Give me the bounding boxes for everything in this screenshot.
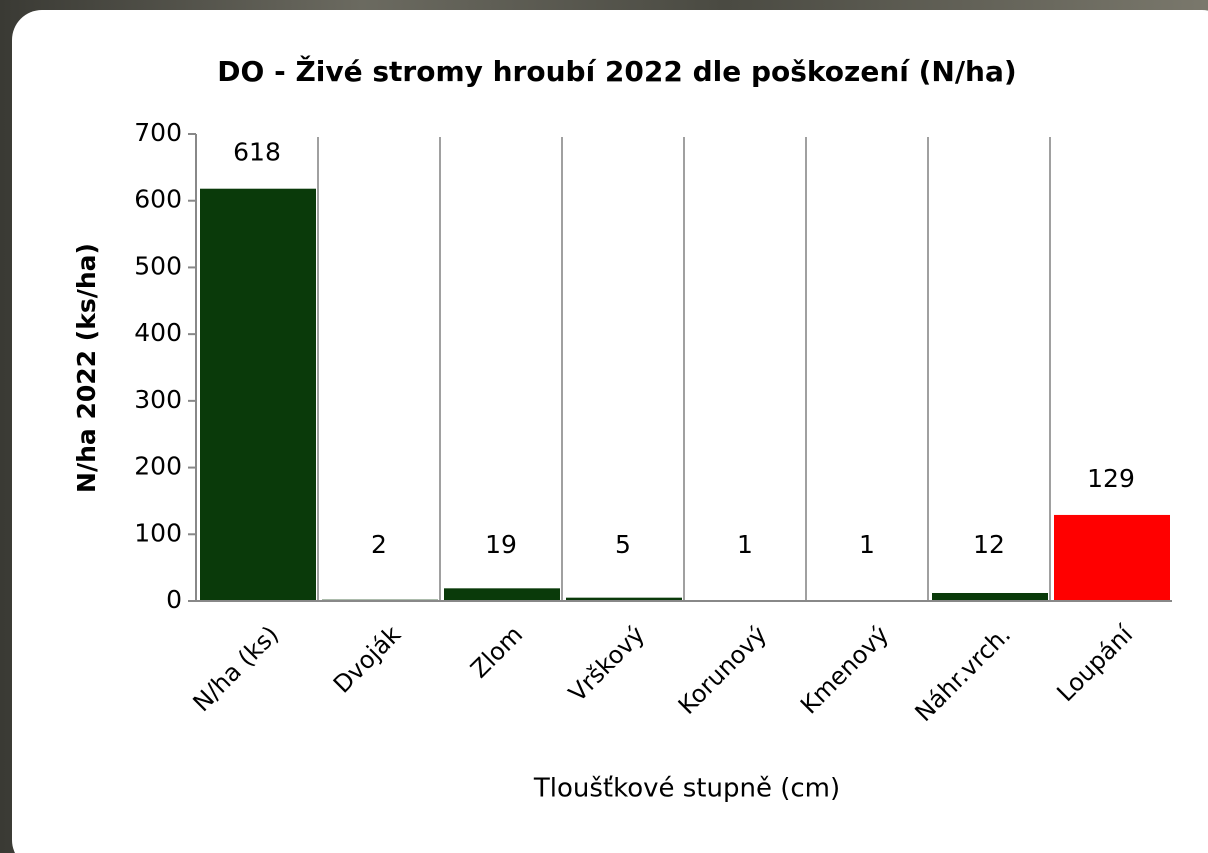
bar xyxy=(200,189,316,601)
y-tick-label: 200 xyxy=(134,452,182,481)
value-label: 12 xyxy=(973,530,1005,559)
chart-title: DO - Živé stromy hroubí 2022 dle poškoze… xyxy=(217,54,1016,88)
y-axis-title: N/ha 2022 (ks/ha) xyxy=(72,243,101,493)
chart: DO - Živé stromy hroubí 2022 dle poškoze… xyxy=(0,0,1208,853)
y-tick-label: 700 xyxy=(134,118,182,147)
value-label: 2 xyxy=(371,530,387,559)
value-label: 1 xyxy=(859,530,875,559)
value-label: 1 xyxy=(737,530,753,559)
y-tick-label: 600 xyxy=(134,185,182,214)
y-tick-label: 0 xyxy=(166,585,182,614)
value-label: 129 xyxy=(1087,464,1135,493)
value-label: 19 xyxy=(485,530,517,559)
x-axis-title: Tloušťkové stupně (cm) xyxy=(533,774,840,804)
y-tick-label: 300 xyxy=(134,385,182,414)
bar xyxy=(444,588,560,601)
value-label: 618 xyxy=(233,138,281,167)
bar xyxy=(932,593,1048,601)
bar xyxy=(1054,515,1170,601)
panel xyxy=(12,10,1208,853)
y-tick-label: 100 xyxy=(134,518,182,547)
page: {"chart_data": {"type": "bar", "title": … xyxy=(0,0,1208,853)
y-tick-label: 400 xyxy=(134,318,182,347)
y-tick-label: 500 xyxy=(134,251,182,280)
value-label: 5 xyxy=(615,530,631,559)
